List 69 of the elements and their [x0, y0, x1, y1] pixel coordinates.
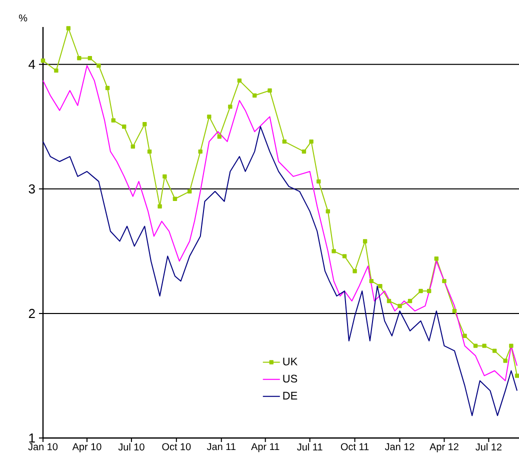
point — [237, 78, 242, 83]
point — [492, 348, 497, 353]
point — [418, 288, 423, 294]
point — [188, 189, 192, 194]
point — [426, 288, 432, 294]
point — [198, 149, 202, 154]
y-tick-label: 1 — [29, 434, 35, 442]
point — [302, 149, 306, 154]
point — [434, 256, 439, 261]
point — [362, 239, 368, 244]
point — [40, 58, 46, 63]
x-tick-label: Jan 12 — [384, 443, 414, 450]
point — [158, 204, 162, 208]
legend-label: UK — [283, 358, 298, 366]
point — [105, 86, 110, 90]
point — [398, 304, 402, 308]
point — [162, 174, 167, 179]
point — [316, 179, 321, 184]
point — [326, 209, 330, 214]
x-tick-label: Apr 12 — [430, 443, 458, 452]
point — [342, 254, 347, 258]
point — [130, 144, 136, 149]
point — [514, 374, 519, 378]
point — [452, 308, 457, 314]
x-tick-label: Oct 11 — [340, 443, 369, 450]
point — [207, 114, 212, 119]
point — [309, 139, 314, 144]
point — [122, 124, 126, 129]
point — [88, 56, 92, 60]
point — [96, 64, 101, 68]
point — [66, 26, 71, 30]
point — [217, 134, 222, 139]
point — [482, 344, 486, 348]
point — [147, 149, 152, 154]
point — [442, 278, 446, 284]
x-tick-label: Jul 10 — [118, 443, 144, 451]
point — [408, 298, 412, 304]
point — [462, 334, 467, 338]
x-tick-label: Jul 12 — [476, 443, 502, 451]
point — [268, 88, 272, 93]
point — [54, 68, 58, 73]
y-axis-title: % — [18, 14, 28, 22]
x-tick-label: Oct 10 — [162, 443, 191, 450]
x-tick-label: Jan 10 — [28, 443, 58, 450]
point — [252, 93, 257, 98]
line-series — [42, 126, 518, 416]
point — [503, 358, 508, 363]
point — [77, 56, 82, 60]
y-tick-label: 2 — [28, 308, 35, 318]
point — [282, 139, 287, 144]
point — [228, 104, 232, 109]
point — [378, 284, 382, 288]
x-tick-label: Jan 11 — [206, 443, 236, 450]
x-tick-label: Apr 10 — [72, 443, 102, 452]
point — [369, 278, 374, 284]
point — [332, 249, 336, 254]
point — [172, 196, 178, 201]
legend-label: US — [283, 374, 298, 383]
point — [142, 122, 147, 126]
point — [473, 344, 478, 348]
x-tick-label: Apr 11 — [251, 443, 280, 452]
point — [111, 118, 116, 123]
x-tick-label: Jul 11 — [297, 443, 322, 451]
legend-label: DE — [283, 392, 298, 400]
point — [509, 344, 514, 348]
point — [352, 269, 357, 274]
point — [386, 298, 392, 304]
y-tick-label: 4 — [28, 60, 36, 69]
y-tick-label: 3 — [28, 184, 35, 194]
